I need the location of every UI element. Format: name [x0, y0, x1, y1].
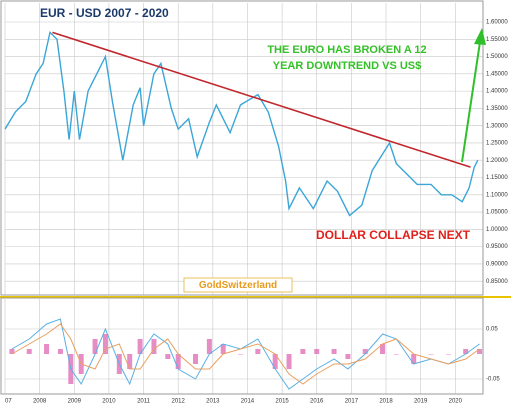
histogram-bar [300, 349, 306, 354]
histogram-bar [102, 334, 108, 354]
x-tick-label: 2015 [275, 399, 289, 405]
histogram-bar [220, 344, 226, 354]
y-tick-label: 1.10000 [486, 192, 508, 198]
histogram-bar [26, 349, 32, 354]
macd-frame [0, 297, 484, 395]
y-tick-label: 1.50000 [486, 54, 508, 60]
histogram-bar [345, 354, 351, 359]
histogram-bar [238, 354, 244, 355]
x-tick-label: 2020 [449, 399, 463, 405]
histogram-bar [9, 349, 15, 354]
macd-line [11, 318, 480, 390]
chart-title: EUR - USD 2007 - 2020 [40, 6, 169, 20]
histogram-bar [193, 354, 199, 364]
arrow-head [474, 28, 486, 45]
y-tick-label: 1.15000 [486, 175, 508, 181]
histogram-bar [255, 349, 261, 354]
price-line [4, 31, 479, 217]
histogram-bar [175, 354, 181, 369]
annotation: THE EURO HAS BROKEN A 12 [267, 44, 426, 56]
y-tick-label: 0.90000 [486, 261, 508, 267]
x-tick-label: 2019 [414, 399, 428, 405]
annotation: DOLLAR COLLAPSE NEXT [316, 228, 471, 242]
histogram-bar [272, 354, 278, 369]
y-tick-label: 1.30000 [486, 123, 508, 129]
y-tick-label: 1.45000 [486, 71, 508, 77]
histogram-bar [165, 354, 171, 359]
y-tick-label: -0.05 [486, 377, 500, 383]
x-tick-label: 2013 [206, 399, 220, 405]
y-tick-label: 1.20000 [486, 158, 508, 164]
annotation: YEAR DOWNTREND VS US$ [273, 60, 422, 72]
watermark: GoldSwitzerland [199, 280, 277, 291]
histogram-bar [137, 339, 143, 354]
histogram-bar [428, 354, 434, 355]
x-tick-label: 2016 [310, 399, 324, 405]
x-tick-label: 2010 [102, 399, 116, 405]
main-frame [0, 0, 484, 296]
histogram-bar [206, 339, 212, 354]
histogram-bar [151, 339, 157, 354]
y-tick-label: 1.00000 [486, 227, 508, 233]
histogram-bar [380, 344, 386, 354]
y-tick-label: 0.05 [486, 327, 498, 333]
histogram-bar [393, 354, 399, 355]
histogram-bar [362, 349, 368, 354]
histogram-bar [314, 349, 320, 354]
histogram-bar [463, 349, 469, 354]
y-tick-label: 1.05000 [486, 210, 508, 216]
histogram-bar [477, 349, 483, 354]
y-tick-label: 1.60000 [486, 20, 508, 26]
y-tick-label: 0.85000 [486, 279, 508, 285]
histogram-bar [445, 354, 451, 355]
x-tick-label: 2008 [33, 399, 47, 405]
watermark-box [183, 277, 293, 293]
projection-arrow [461, 41, 481, 163]
histogram-bar [127, 354, 133, 369]
trendline [52, 31, 471, 168]
x-tick-label: 2017 [345, 399, 359, 405]
y-tick-label: 1.40000 [486, 89, 508, 95]
x-tick-label: 2018 [379, 399, 393, 405]
histogram-bar [411, 354, 417, 364]
histogram-bar [286, 354, 292, 369]
y-tick-label: 0.95000 [486, 244, 508, 250]
histogram-bar [57, 349, 63, 354]
y-tick-label: 1.55000 [486, 37, 508, 43]
y-tick-label: 1.25000 [486, 141, 508, 147]
histogram-bar [92, 339, 98, 354]
x-tick-label: 2011 [137, 399, 151, 405]
x-tick-label: 2014 [241, 399, 255, 405]
macd-line [11, 323, 480, 385]
histogram-bar [331, 349, 337, 354]
x-tick-label: 2012 [172, 399, 186, 405]
x-tick-label: 2009 [68, 399, 82, 405]
y-tick-label: 1.35000 [486, 106, 508, 112]
histogram-bar [44, 344, 50, 354]
x-tick-label: 07 [5, 399, 12, 405]
